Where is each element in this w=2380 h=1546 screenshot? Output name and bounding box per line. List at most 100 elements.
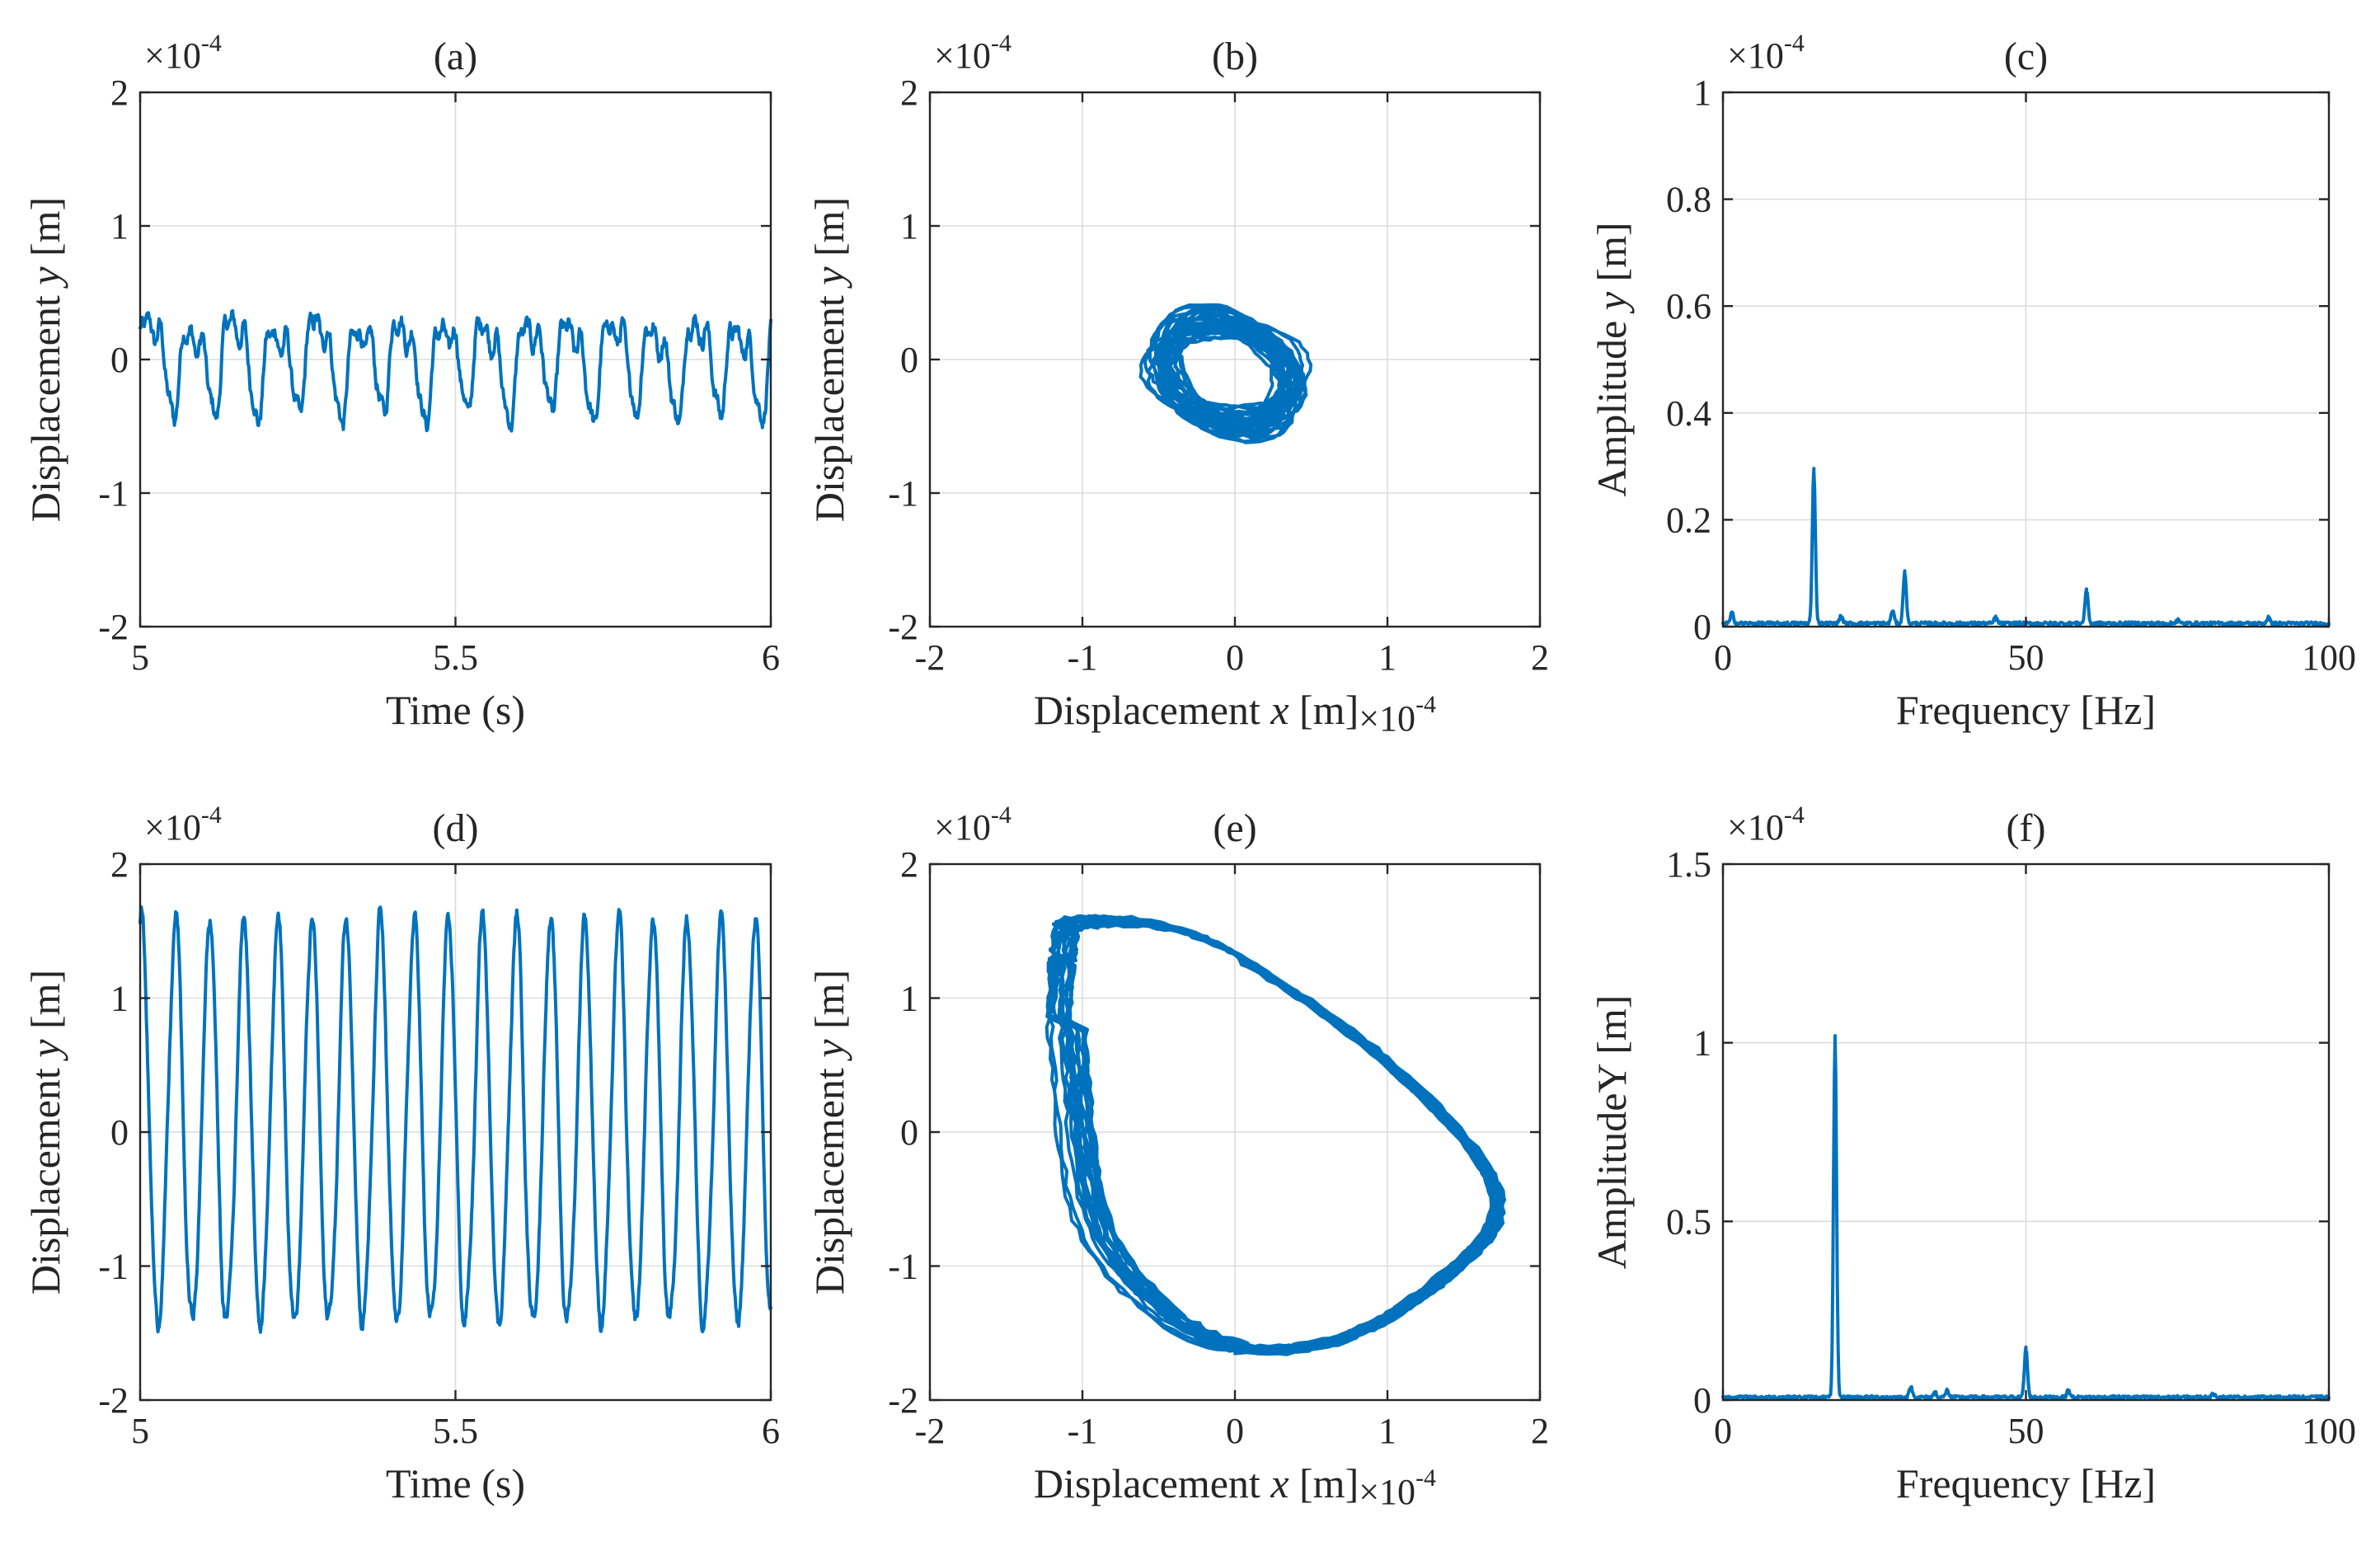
y-tick-label: -1 [98, 1247, 129, 1287]
y-axis-exponent: ×10-4 [1727, 30, 1805, 76]
y-axis-label: Displacement y [m] [806, 970, 852, 1295]
x-tick-label: 6 [762, 637, 780, 678]
y-multiplier: ×10 [1727, 35, 1784, 76]
x-tick-label: 5 [131, 1411, 149, 1451]
y-tick-label: 0 [1693, 607, 1711, 647]
y-label-unit: [m] [22, 970, 68, 1040]
x-label-var: x [1270, 1460, 1289, 1506]
y-label-unit: [m] [22, 197, 68, 267]
y-tick-label: 0.6 [1666, 286, 1711, 327]
data-series-line [1044, 914, 1507, 1356]
y-tick-label: 0 [900, 340, 918, 380]
x-tick-label: 2 [1531, 1411, 1549, 1451]
x-label-unit: [m] [1289, 1460, 1359, 1506]
x-multiplier: ×10 [1359, 698, 1415, 739]
x-tick-label: 6 [762, 1411, 780, 1451]
data-series-line [1721, 1034, 2331, 1401]
x-label-text: Displacement [1034, 1460, 1270, 1506]
y-tick-label: -1 [98, 473, 129, 514]
panel-title: (b) [1212, 35, 1258, 78]
panel-title: (a) [434, 35, 477, 78]
y-label-var: y [22, 1039, 68, 1062]
y-axis-exponent: ×10-4 [144, 801, 222, 848]
x-tick-label: 1 [1378, 637, 1397, 678]
panel-f: 0 50 100 0 0.5 1 1.5 (f) ×10-4 Frequency [Hz] Ampl… [1589, 801, 2356, 1506]
y-tick-label: 1 [110, 979, 129, 1019]
y-exponent: -4 [201, 801, 222, 829]
y-label-unit: [m] [1589, 222, 1635, 292]
y-label-var: y [22, 266, 68, 289]
y-tick-label: 2 [110, 844, 129, 885]
y-multiplier: ×10 [144, 807, 201, 848]
y-multiplier: ×10 [934, 807, 991, 848]
y-label-text: Displacement [22, 285, 68, 522]
y-label-unit: [m] [806, 970, 852, 1040]
y-exponent: -4 [1784, 801, 1805, 829]
y-tick-label: 1 [1693, 1023, 1711, 1064]
y-tick-label: 0 [1693, 1380, 1711, 1421]
y-axis-label: Displacement y [m] [806, 197, 852, 522]
y-label-text: Displacement [806, 285, 852, 522]
y-axis-label: Displacement y [m] [22, 197, 68, 522]
panel-title: (e) [1213, 806, 1256, 850]
x-axis-label: Displacement x [m]×10-4 [1034, 687, 1436, 739]
x-label-var: x [1270, 687, 1289, 733]
y-axis-exponent: ×10-4 [1727, 801, 1805, 848]
x-tick-label: 100 [2302, 637, 2356, 678]
x-multiplier: ×10 [1359, 1472, 1415, 1512]
x-tick-label: 0 [1714, 637, 1732, 678]
y-label-unit: [m] [806, 197, 852, 267]
panel-title: (f) [2007, 806, 2046, 850]
y-exponent: -4 [991, 801, 1012, 829]
x-tick-label: -2 [915, 637, 946, 678]
y-axis-label: Amplitude y [m] [1589, 222, 1635, 496]
y-tick-label: 1 [900, 206, 918, 247]
y-axis-label: AmplitudeY [m] [1589, 995, 1635, 1270]
y-tick-label: 1 [110, 206, 129, 247]
y-tick-label: 1 [1693, 73, 1711, 113]
x-tick-label: -2 [915, 1411, 946, 1451]
y-tick-label: -2 [888, 1380, 918, 1421]
x-axis-label: Frequency [Hz] [1896, 687, 2156, 733]
y-tick-label: 0.5 [1666, 1201, 1711, 1242]
x-tick-label: 1 [1378, 1411, 1397, 1451]
data-series-line [138, 905, 772, 1334]
y-tick-label: -1 [888, 1247, 918, 1287]
data-series-line [1721, 467, 2331, 627]
x-label-text: Displacement [1034, 687, 1270, 733]
x-tick-label: 0 [1714, 1411, 1732, 1451]
panel-title: (c) [2004, 35, 2048, 78]
x-exponent: -4 [1415, 691, 1436, 718]
x-tick-label: -1 [1068, 1411, 1098, 1451]
x-tick-label: 2 [1531, 637, 1549, 678]
x-tick-label: 5 [131, 637, 149, 678]
y-exponent: -4 [1784, 30, 1805, 57]
x-tick-label: 0 [1226, 1411, 1244, 1451]
y-multiplier: ×10 [934, 35, 991, 76]
data-series-line [138, 308, 772, 433]
y-label-text: Displacement [806, 1058, 852, 1295]
panel-d: 5 5.5 6 -2 -1 0 1 2 (d) ×10-4 Time (s) Displacement… [22, 801, 780, 1506]
x-axis-label: Time (s) [386, 1460, 525, 1506]
data-series-line [1138, 303, 1313, 444]
y-tick-label: 1.5 [1666, 844, 1711, 885]
y-label-var: y [806, 1039, 852, 1062]
y-axis-exponent: ×10-4 [934, 801, 1012, 848]
y-tick-label: -2 [98, 607, 129, 647]
y-label-text: AmplitudeY [m] [1589, 995, 1635, 1270]
y-tick-label: 1 [900, 979, 918, 1019]
y-tick-label: -1 [888, 473, 918, 514]
y-tick-label: 0 [110, 340, 129, 380]
y-label-var: y [806, 266, 852, 289]
y-label-var: y [1589, 291, 1635, 314]
y-label-text: Amplitude [1589, 310, 1635, 496]
x-tick-label: 100 [2302, 1411, 2356, 1451]
y-tick-label: 0.8 [1666, 180, 1711, 220]
y-tick-label: -2 [98, 1380, 129, 1421]
panel-title: (d) [433, 806, 479, 850]
x-exponent: -4 [1415, 1464, 1436, 1492]
y-multiplier: ×10 [1727, 807, 1784, 848]
